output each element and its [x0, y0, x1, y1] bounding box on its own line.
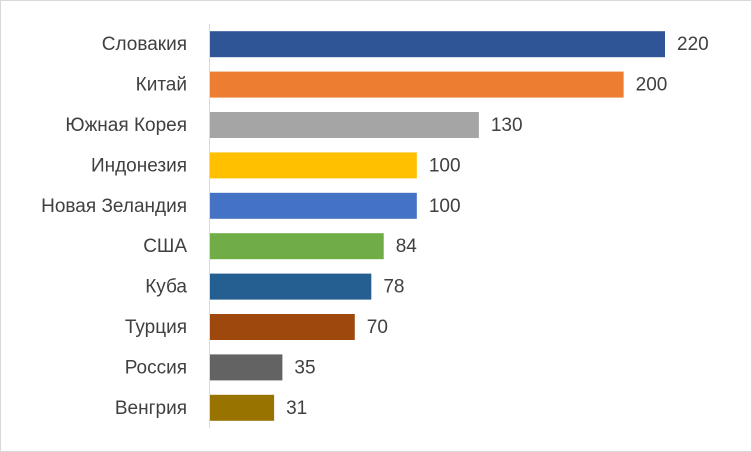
bar	[210, 354, 283, 381]
category-label: Словакия	[102, 34, 187, 55]
category-label: США	[143, 236, 187, 257]
category-label: Новая Зеландия	[41, 196, 187, 217]
category-label: Россия	[125, 357, 187, 378]
value-label: 200	[636, 75, 668, 96]
category-label: Венгрия	[115, 398, 187, 419]
bar	[210, 273, 372, 300]
bar	[210, 112, 479, 138]
value-label: 100	[429, 155, 461, 176]
bar	[210, 192, 417, 219]
value-label: 78	[383, 277, 404, 298]
value-label: 100	[429, 196, 461, 217]
bar	[210, 31, 665, 58]
category-label: Индонезия	[91, 155, 187, 176]
bar	[210, 233, 384, 260]
value-label: 31	[286, 398, 307, 419]
bar	[210, 152, 417, 179]
value-label: 70	[367, 317, 388, 338]
value-label: 130	[491, 115, 523, 136]
bar	[210, 394, 275, 421]
value-label: 220	[677, 34, 709, 55]
bar	[210, 71, 624, 98]
category-label: Китай	[136, 75, 187, 96]
bar	[210, 314, 355, 340]
category-label: Турция	[125, 317, 187, 338]
value-label: 35	[294, 357, 315, 378]
category-label: Куба	[145, 277, 187, 298]
category-label: Южная Корея	[65, 115, 187, 136]
value-label: 84	[396, 236, 418, 257]
